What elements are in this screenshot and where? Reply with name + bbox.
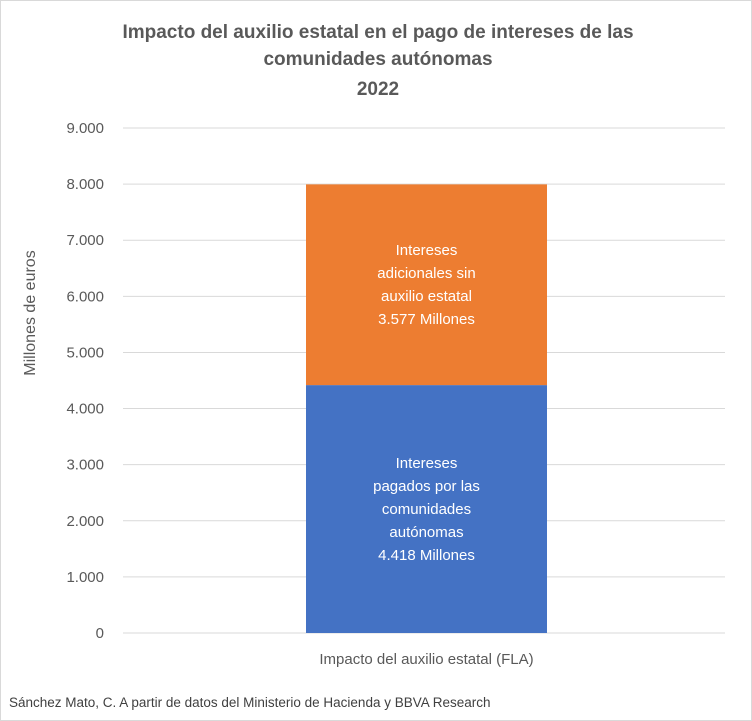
chart-title: Impacto del auxilio estatal en el pago d… <box>122 22 633 100</box>
x-axis-categories: Impacto del auxilio estatal (FLA) <box>319 651 533 668</box>
chart-title-line: Impacto del auxilio estatal en el pago d… <box>122 22 633 43</box>
data-label: pagados por las <box>373 478 480 495</box>
y-axis-ticks: 0 1.000 2.000 3.000 4.000 5.000 6.000 7.000 8.00… <box>66 120 104 642</box>
y-tick-label: 3.000 <box>66 457 104 474</box>
y-tick-label: 7.000 <box>66 232 104 249</box>
data-label: 4.418 Millones <box>378 547 475 564</box>
data-label: autónomas <box>389 524 463 541</box>
y-axis-title: Millones de euros <box>22 250 39 375</box>
bar-segment <box>306 184 547 386</box>
y-tick-label: 5.000 <box>66 344 104 361</box>
y-tick-label: 8.000 <box>66 176 104 193</box>
chart-title-line: 2022 <box>357 79 399 100</box>
data-label: Intereses <box>396 455 458 472</box>
y-tick-label: 1.000 <box>66 569 104 586</box>
data-label: adicionales sin <box>377 265 475 282</box>
y-tick-label: 6.000 <box>66 288 104 305</box>
chart-title-line: comunidades autónomas <box>263 49 492 70</box>
data-label: comunidades <box>382 501 471 518</box>
data-label: auxilio estatal <box>381 288 472 305</box>
data-label: Intereses <box>396 242 458 259</box>
y-tick-label: 0 <box>96 625 104 642</box>
bars: Intereses pagados por las comunidades autón… <box>306 184 547 633</box>
y-tick-label: 9.000 <box>66 120 104 137</box>
data-label: 3.577 Millones <box>378 311 475 328</box>
y-tick-label: 4.000 <box>66 401 104 418</box>
source-note: Sánchez Mato, C. A partir de datos del M… <box>9 695 491 710</box>
y-tick-label: 2.000 <box>66 513 104 530</box>
bar-segment <box>306 385 547 633</box>
x-category-label: Impacto del auxilio estatal (FLA) <box>319 651 533 668</box>
